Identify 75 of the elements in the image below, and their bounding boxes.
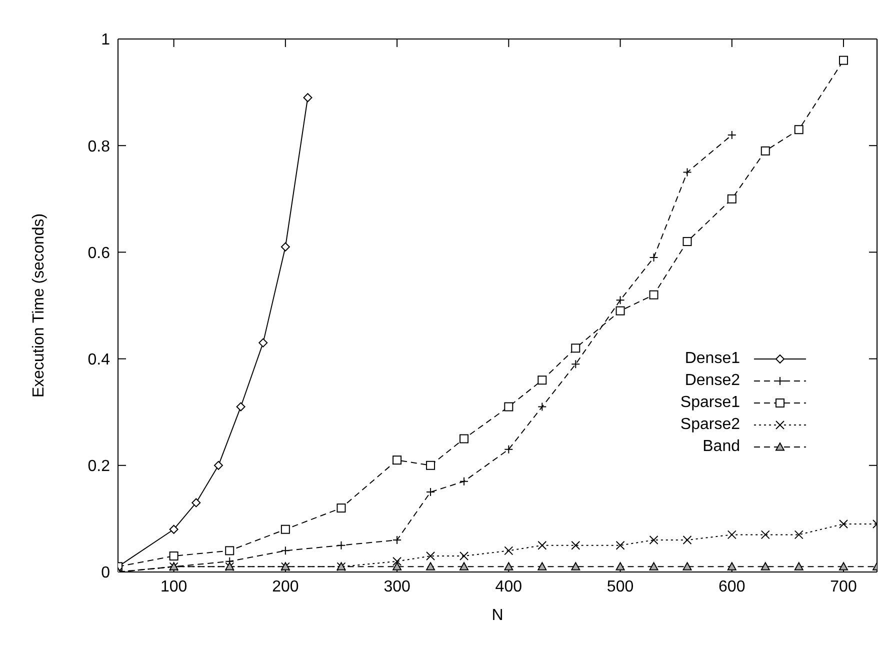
point [682,536,692,545]
point [649,290,658,300]
x-tick-label: 300 [384,578,410,596]
point [760,146,770,156]
point [839,562,848,570]
point [426,460,436,470]
point [504,546,514,556]
point [460,434,469,444]
point [460,562,469,570]
point [727,562,736,570]
point [839,56,848,65]
legend-label: Sparse2 [680,415,740,435]
point [616,306,625,316]
y-tick-label: 0.6 [88,244,110,262]
point [616,296,625,305]
point [192,498,201,508]
y-axis-title: Execution Time (seconds) [30,213,48,398]
point [794,125,804,134]
point [538,540,547,550]
point [571,344,580,353]
point [616,540,625,550]
y-tick-label: 1 [101,32,110,49]
point [426,552,436,561]
point [794,530,804,540]
point [839,520,848,529]
point [760,562,770,570]
point [426,562,436,570]
point [682,168,692,177]
point [571,562,580,570]
point [169,524,178,534]
legend-label: Dense1 [684,349,740,369]
point [236,402,246,412]
x-axis-title: N [492,607,504,624]
point [392,556,402,566]
point [616,562,625,570]
point [571,360,580,369]
point [504,444,514,454]
point [392,562,402,570]
y-tick-label: 0.4 [88,351,110,368]
point [280,524,290,534]
point [727,194,736,204]
point [392,456,402,465]
point [336,504,346,513]
point [538,402,547,412]
point [504,562,514,570]
point [225,546,234,556]
x-tick-label: 200 [272,578,299,596]
legend-label: Sparse1 [680,393,740,413]
point [214,460,223,470]
y-tick-label: 0.8 [88,138,110,156]
x-tick-label: 700 [830,578,857,596]
x-tick-label: 600 [718,578,746,596]
point [649,536,658,545]
point [538,376,547,385]
point [727,530,736,540]
point [649,562,658,570]
point [571,540,580,550]
legend-label: Dense2 [684,371,740,391]
point [169,552,178,561]
point [682,562,692,570]
y-tick-label: 0 [101,564,110,582]
x-tick-label: 100 [160,578,188,596]
point [258,338,268,348]
point [303,93,312,102]
point [682,237,692,246]
point [794,562,804,570]
point [538,562,547,570]
legend-label: Band [702,437,740,457]
x-tick-label: 400 [495,578,522,596]
point [460,552,469,561]
point [504,402,514,412]
point [280,242,290,252]
y-tick-label: 0.2 [88,458,110,476]
point [760,530,770,540]
x-tick-label: 500 [606,578,634,596]
